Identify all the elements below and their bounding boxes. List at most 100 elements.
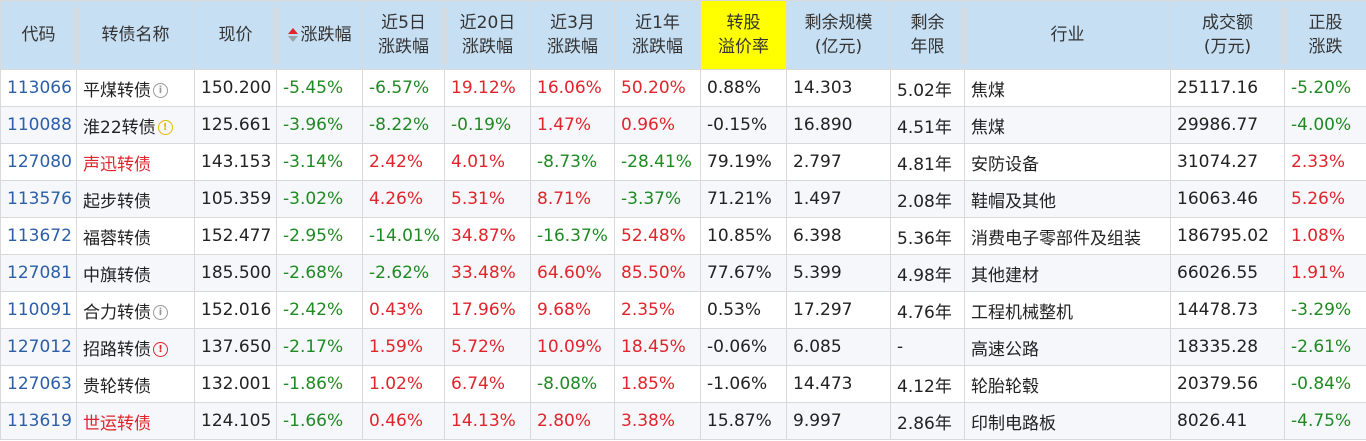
header-change-5d[interactable]: 近5日 涨跌幅	[362, 0, 445, 70]
name-cell-text[interactable]: 世运转债	[83, 413, 151, 434]
name-cell[interactable]: 平煤转债 i	[76, 69, 195, 107]
header-name[interactable]: 转债名称	[76, 0, 195, 70]
change-5d-cell: 1.59%	[362, 328, 445, 366]
code-cell[interactable]: 113619	[0, 402, 77, 440]
amount-cell: 16063.46	[1170, 180, 1285, 218]
change-20d-cell-text: 5.72%	[451, 337, 506, 357]
name-cell-text[interactable]: 声迅转债	[83, 154, 151, 175]
stock-change-cell: -2.61%	[1284, 328, 1366, 366]
change-20d-cell: 6.74%	[444, 365, 531, 403]
name-cell-text[interactable]: 中旗转债	[83, 265, 151, 286]
industry-cell: 鞋帽及其他	[964, 180, 1171, 218]
name-cell-text[interactable]: 淮22转债	[83, 117, 156, 138]
name-cell-text[interactable]: 贵轮转债	[83, 376, 151, 397]
name-cell-text[interactable]: 招路转债	[83, 339, 151, 360]
table-row[interactable]: 127080 声迅转债 143.153 -3.14% 2.42% 4.01% -8.73% -…	[0, 143, 1366, 181]
code-cell[interactable]: 127080	[0, 143, 77, 181]
name-cell[interactable]: 中旗转债	[76, 254, 195, 292]
industry-cell: 高速公路	[964, 328, 1171, 366]
table-row[interactable]: 113066 平煤转债 i 150.200 -5.45% -6.57% 19.12% 16.0…	[0, 69, 1366, 107]
code-cell-text[interactable]: 113066	[7, 78, 72, 98]
name-cell[interactable]: 合力转债 i	[76, 291, 195, 329]
amount-cell: 31074.27	[1170, 143, 1285, 181]
code-cell-text[interactable]: 127081	[7, 263, 72, 283]
code-cell-text[interactable]: 113672	[7, 226, 72, 246]
premium-cell: -0.15%	[700, 106, 787, 144]
sort-arrows-icon[interactable]	[287, 28, 298, 42]
code-cell[interactable]: 127063	[0, 365, 77, 403]
header-change[interactable]: 涨跌幅	[276, 0, 363, 70]
table-row[interactable]: 113576 起步转债 105.359 -3.02% 4.26% 5.31% 8.71% -3…	[0, 180, 1366, 218]
change-cell: -3.96%	[276, 106, 363, 144]
header-code[interactable]: 代码	[0, 0, 77, 70]
scale-cell-text: 14.473	[793, 374, 853, 394]
table-row[interactable]: 113672 福蓉转债 152.477 -2.95% -14.01% 34.87% -16.…	[0, 217, 1366, 255]
name-cell[interactable]: 福蓉转债	[76, 217, 195, 255]
table-row[interactable]: 113619 世运转债 124.105 -1.66% 0.46% 14.13% 2.80% 3…	[0, 402, 1366, 440]
change-5d-cell-text: 2.42%	[369, 152, 424, 172]
change-20d-cell-text: 6.74%	[451, 374, 506, 394]
code-cell[interactable]: 113576	[0, 180, 77, 218]
change-5d-cell-text: -8.22%	[369, 115, 430, 135]
change-1y-cell-text: 18.45%	[621, 337, 686, 357]
name-cell[interactable]: 世运转债	[76, 402, 195, 440]
code-cell[interactable]: 113066	[0, 69, 77, 107]
change-5d-cell: -6.57%	[362, 69, 445, 107]
header-remaining-years[interactable]: 剩余 年限	[890, 0, 965, 70]
code-cell[interactable]: 127081	[0, 254, 77, 292]
premium-cell: 0.88%	[700, 69, 787, 107]
header-conversion-premium[interactable]: 转股 溢价率	[700, 0, 787, 70]
header-change-20d[interactable]: 近20日 涨跌幅	[444, 0, 531, 70]
name-cell[interactable]: 招路转债!	[76, 328, 195, 366]
table-row[interactable]: 110088 淮22转债! 125.661 -3.96% -8.22% -0.19% 1.4…	[0, 106, 1366, 144]
scale-cell-text: 9.997	[793, 411, 842, 431]
header-industry[interactable]: 行业	[964, 0, 1171, 70]
header-remaining-scale[interactable]: 剩余规模 (亿元)	[786, 0, 891, 70]
header-stock-change[interactable]: 正股 涨跌	[1284, 0, 1366, 70]
premium-cell: 77.67%	[700, 254, 787, 292]
name-cell[interactable]: 贵轮转债	[76, 365, 195, 403]
table-row[interactable]: 127081 中旗转债 185.500 -2.68% -2.62% 33.48% 64.60…	[0, 254, 1366, 292]
scale-cell: 17.297	[786, 291, 891, 329]
code-cell-text[interactable]: 110088	[7, 115, 72, 135]
change-cell-text: -2.17%	[283, 337, 344, 357]
info-icon[interactable]: i	[153, 305, 168, 320]
industry-cell-text: 工程机械整机	[971, 302, 1073, 323]
name-cell[interactable]: 声迅转债	[76, 143, 195, 181]
years-cell: 2.86年	[890, 402, 965, 440]
change-3m-cell: 8.71%	[530, 180, 615, 218]
change-20d-cell: 14.13%	[444, 402, 531, 440]
header-turnover[interactable]: 成交额 (万元)	[1170, 0, 1285, 70]
warning-icon[interactable]: !	[157, 120, 173, 135]
amount-cell-text: 18335.28	[1177, 337, 1259, 357]
table-row[interactable]: 127012 招路转债! 137.650 -2.17% 1.59% 5.72% 10.09%…	[0, 328, 1366, 366]
header-change-3m[interactable]: 近3月 涨跌幅	[530, 0, 615, 70]
info-icon[interactable]: i	[153, 83, 168, 98]
name-cell[interactable]: 起步转债	[76, 180, 195, 218]
code-cell[interactable]: 110088	[0, 106, 77, 144]
code-cell-text[interactable]: 110091	[7, 300, 72, 320]
header-price[interactable]: 现价	[194, 0, 277, 70]
name-cell-text[interactable]: 起步转债	[83, 191, 151, 212]
stock-change-cell: -4.75%	[1284, 402, 1366, 440]
stock-change-cell: -3.29%	[1284, 291, 1366, 329]
code-cell-text[interactable]: 127012	[7, 337, 72, 357]
code-cell-text[interactable]: 113576	[7, 189, 72, 209]
years-cell: -	[890, 328, 965, 366]
code-cell-text[interactable]: 127080	[7, 152, 72, 172]
table-row[interactable]: 110091 合力转债 i 152.016 -2.42% 0.43% 17.96% 9.68%…	[0, 291, 1366, 329]
header-change-1y[interactable]: 近1年 涨跌幅	[614, 0, 701, 70]
code-cell[interactable]: 110091	[0, 291, 77, 329]
code-cell[interactable]: 127012	[0, 328, 77, 366]
table-row[interactable]: 127063 贵轮转债 132.001 -1.86% 1.02% 6.74% -8.08% 1…	[0, 365, 1366, 403]
years-cell: 4.76年	[890, 291, 965, 329]
name-cell[interactable]: 淮22转债!	[76, 106, 195, 144]
code-cell[interactable]: 113672	[0, 217, 77, 255]
code-cell-text[interactable]: 127063	[7, 374, 72, 394]
header-label: 涨跌幅	[300, 25, 352, 45]
code-cell-text[interactable]: 113619	[7, 411, 72, 431]
name-cell-text[interactable]: 福蓉转债	[83, 228, 151, 249]
name-cell-text[interactable]: 合力转债	[83, 302, 151, 323]
name-cell-text[interactable]: 平煤转债	[83, 80, 151, 101]
alert-icon[interactable]: !	[153, 342, 168, 357]
